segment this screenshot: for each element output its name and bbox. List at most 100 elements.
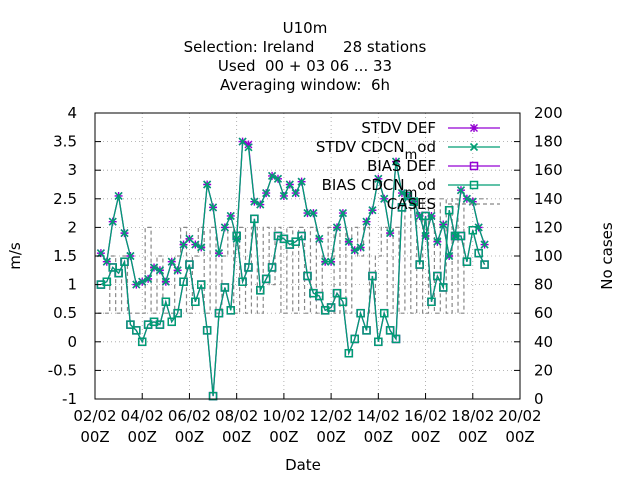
x-tick-hour: 00Z: [80, 428, 109, 446]
data-point: [433, 237, 442, 246]
data-point: [445, 251, 454, 261]
y-tick-label: -1: [62, 390, 77, 408]
data-point: [344, 348, 354, 358]
data-point: [321, 257, 330, 266]
data-point: [138, 277, 147, 286]
y2-tick-label: 80: [534, 276, 553, 294]
x-axis-label: Date: [285, 456, 321, 474]
data-point: [444, 205, 454, 215]
data-point: [469, 142, 479, 152]
series-cases: [97, 198, 488, 314]
data-point: [96, 249, 105, 258]
data-point: [244, 143, 253, 152]
data-point: [439, 220, 448, 229]
y-tick-label: 0.5: [53, 304, 77, 322]
data-point: [149, 263, 159, 272]
series-layer: [96, 137, 489, 401]
legend-label: BIAS DEF: [367, 157, 436, 175]
data-point: [368, 206, 377, 215]
y2-tick-label: 180: [534, 133, 563, 151]
data-point: [427, 297, 436, 307]
data-point: [450, 231, 460, 241]
data-point: [297, 231, 306, 241]
data-point: [108, 263, 117, 272]
data-point: [167, 257, 176, 266]
subtitle-window: Averaging window: 6h: [220, 76, 390, 94]
series-bias-cdcn: [96, 191, 489, 401]
data-point: [250, 214, 259, 224]
data-point: [385, 326, 395, 335]
y2-tick-label: 40: [534, 333, 553, 351]
subtitle-used: Used 00 + 03 06 ... 33: [218, 57, 392, 75]
data-point: [132, 280, 141, 289]
data-point: [391, 334, 401, 344]
data-point: [374, 174, 383, 183]
x-tick-hour: 00Z: [505, 428, 534, 446]
data-point: [132, 326, 141, 335]
data-point: [350, 246, 359, 255]
data-point: [391, 157, 401, 166]
data-point: [291, 189, 300, 198]
data-point: [220, 223, 229, 232]
y-tick-label: -0.5: [48, 361, 77, 379]
x-tick-date: 14/02: [357, 407, 400, 425]
legend-label: STDV DEF: [361, 119, 436, 137]
data-point: [462, 194, 471, 203]
legend-entry: BIAS DEF: [367, 157, 500, 175]
data-point: [108, 217, 117, 226]
data-point: [474, 248, 483, 258]
data-point: [303, 209, 312, 218]
data-point: [102, 277, 112, 286]
data-point: [273, 174, 283, 183]
data-point: [197, 280, 206, 289]
x-tick-date: 08/02: [215, 407, 258, 425]
data-point: [326, 303, 336, 312]
data-point: [262, 189, 271, 198]
data-point: [332, 223, 342, 232]
data-point: [297, 177, 306, 186]
y2-tick-label: 200: [534, 104, 563, 122]
y2-tick-label: 20: [534, 361, 553, 379]
axis-tick-labels: -1-0.500.511.522.533.5402040608010012014…: [48, 104, 563, 446]
data-point: [309, 209, 318, 218]
x-tick-date: 04/02: [121, 407, 164, 425]
x-tick-hour: 00Z: [316, 428, 345, 446]
data-point: [256, 286, 265, 295]
data-point: [470, 124, 478, 132]
data-point: [356, 243, 365, 252]
y-tick-label: 1: [67, 276, 77, 294]
data-point: [338, 209, 347, 218]
data-point: [250, 197, 259, 206]
y2-tick-label: 0: [534, 390, 544, 408]
y2-axis-label: No cases: [598, 222, 616, 290]
data-point: [279, 234, 289, 244]
y2-tick-label: 60: [534, 304, 553, 322]
data-point: [421, 211, 430, 221]
data-point: [208, 203, 218, 212]
data-point: [185, 260, 194, 269]
data-point: [232, 231, 241, 241]
plot-frame: [94, 112, 521, 400]
data-point: [291, 237, 300, 246]
data-point: [173, 308, 182, 318]
x-tick-date: 10/02: [262, 407, 305, 425]
y2-tick-label: 160: [534, 161, 563, 179]
legend-entry: STDV CDCNmod: [316, 138, 500, 163]
chart-title: U10m Selection: Ireland 28 stations Used…: [184, 19, 427, 94]
data-point: [214, 249, 224, 258]
data-point: [315, 291, 324, 301]
legend-entry: STDV DEF: [361, 119, 500, 137]
data-point: [155, 320, 165, 329]
data-point: [179, 277, 188, 286]
data-point: [191, 297, 200, 307]
x-tick-hour: 00Z: [175, 428, 204, 446]
data-point: [144, 274, 153, 283]
x-tick-date: 06/02: [168, 407, 211, 425]
data-point: [415, 260, 424, 269]
title-line: U10m: [283, 19, 328, 37]
y-tick-label: 1.5: [53, 247, 77, 265]
data-point: [161, 277, 170, 286]
data-point: [480, 260, 489, 269]
